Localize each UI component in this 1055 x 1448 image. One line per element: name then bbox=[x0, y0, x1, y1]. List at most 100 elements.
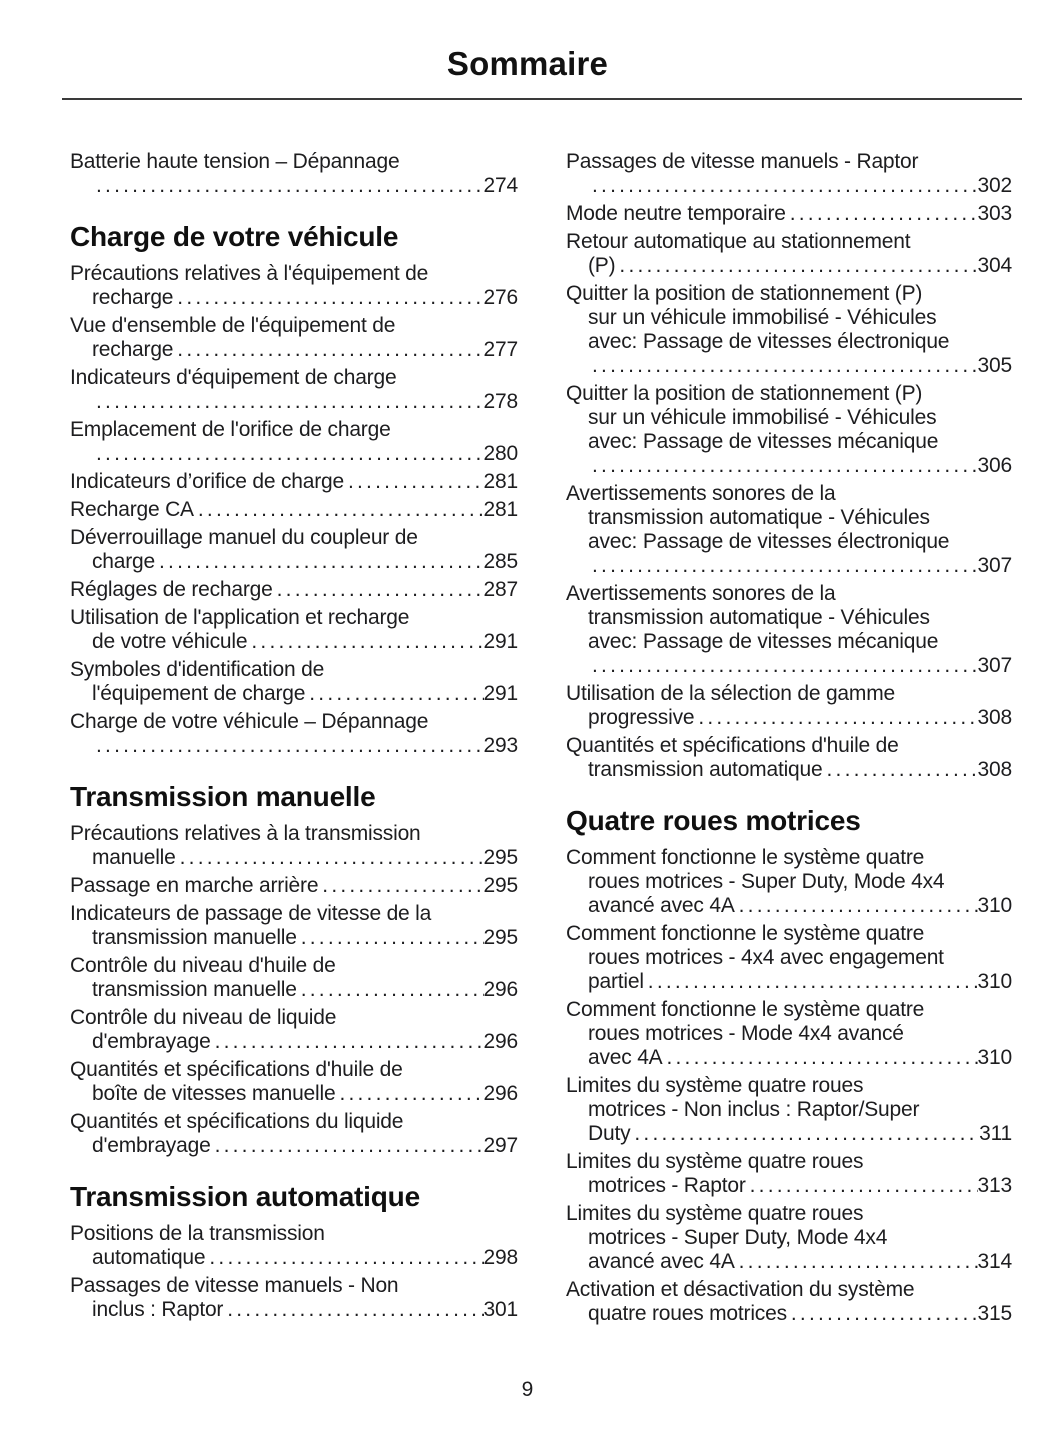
page-number: 9 bbox=[521, 1378, 534, 1401]
toc-entry-text: transmission manuelle bbox=[92, 978, 297, 1001]
toc-entry-line: motrices - Super Duty, Mode 4x4 bbox=[588, 1226, 888, 1249]
toc-entry: Précautions relatives à la transmission m… bbox=[70, 822, 518, 870]
toc-page-number: 308 bbox=[977, 706, 1013, 729]
toc-entry: Passages de vitesse manuels - Non inclus … bbox=[70, 1274, 518, 1322]
page-title: Sommaire bbox=[446, 45, 609, 82]
section-heading: Transmission automatique bbox=[70, 1181, 420, 1212]
toc-entry-leader-line: charge..................................… bbox=[92, 550, 518, 574]
dot-leader: ........................................… bbox=[738, 1250, 978, 1273]
dot-leader: ........................................… bbox=[209, 1246, 483, 1269]
toc-entry-text: d'embrayage bbox=[92, 1030, 211, 1053]
toc-entry-line: Utilisation de la sélection de gamme bbox=[566, 682, 895, 705]
toc-page-number: 310 bbox=[977, 970, 1013, 993]
toc-entry-leader-line: ........................................… bbox=[92, 442, 518, 466]
dot-leader: ........................................… bbox=[177, 286, 484, 309]
toc-entry: Contrôle du niveau de liquide d'embrayage… bbox=[70, 1006, 518, 1054]
toc-entry: Symboles d'identification de l'équipement… bbox=[70, 658, 518, 706]
dot-leader: ........................................… bbox=[197, 498, 484, 521]
toc-page-number: 315 bbox=[977, 1302, 1013, 1325]
toc-entry-text: partiel bbox=[588, 970, 644, 993]
toc-entry-line: Charge de votre véhicule – Dépannage bbox=[70, 710, 429, 733]
dot-leader: ........................................… bbox=[96, 734, 484, 757]
toc-entry-leader-line: transmission automatique................… bbox=[588, 758, 1012, 782]
toc-entry: Recharge CA.............................… bbox=[70, 498, 518, 522]
toc-entry: Limites du système quatre roues motrices … bbox=[566, 1150, 1012, 1198]
toc-page-number: 296 bbox=[483, 1082, 519, 1105]
section-heading: Transmission manuelle bbox=[70, 781, 376, 812]
dot-leader: ........................................… bbox=[749, 1174, 978, 1197]
dot-leader: ........................................… bbox=[96, 442, 484, 465]
toc-entry: Utilisation de la sélection de gamme prog… bbox=[566, 682, 1012, 730]
dot-leader: ........................................… bbox=[738, 894, 978, 917]
toc-entry-line: sur un véhicule immobilisé - Véhicules bbox=[588, 306, 937, 329]
toc-entry: Quantités et spécifications d'huile de bo… bbox=[70, 1058, 518, 1106]
toc-column-2: Passages de vitesse manuels - Raptor....… bbox=[566, 150, 1012, 1330]
dot-leader: ........................................… bbox=[300, 926, 484, 949]
toc-entry: Utilisation de l'application et recharge… bbox=[70, 606, 518, 654]
toc-entry-leader-line: motrices - Raptor.......................… bbox=[588, 1174, 1012, 1198]
toc-entry: Avertissements sonores de la transmission… bbox=[566, 482, 1012, 578]
toc-page-number: 303 bbox=[977, 202, 1013, 225]
dot-leader: ........................................… bbox=[592, 654, 978, 677]
toc-entry-line: Vue d'ensemble de l'équipement de bbox=[70, 314, 396, 337]
toc-entry-leader-line: automatique.............................… bbox=[92, 1246, 518, 1270]
toc-entry: Vue d'ensemble de l'équipement de recharg… bbox=[70, 314, 518, 362]
toc-entry-line: Passages de vitesse manuels - Raptor bbox=[566, 150, 919, 173]
toc-entry-text: charge bbox=[92, 550, 156, 573]
toc-entry-leader-line: recharge................................… bbox=[92, 286, 518, 310]
toc-page-number: 296 bbox=[483, 1030, 519, 1053]
toc-page-number: 307 bbox=[977, 654, 1013, 677]
toc-page-number: 287 bbox=[483, 578, 519, 601]
toc-entry-line: Quantités et spécifications d'huile de bbox=[566, 734, 899, 757]
toc-content: Batterie haute tension – Dépannage......… bbox=[70, 150, 1055, 1330]
toc-entry: Indicateurs d’orifice de charge.........… bbox=[70, 470, 518, 494]
toc-page-number: 295 bbox=[483, 926, 519, 949]
toc-entry-line: roues motrices - 4x4 avec engagement bbox=[588, 946, 944, 969]
toc-entry-line: Avertissements sonores de la bbox=[566, 482, 836, 505]
toc-entry-leader-line: d'embrayage.............................… bbox=[92, 1134, 518, 1158]
section-heading: Charge de votre véhicule bbox=[70, 221, 399, 252]
toc-entry-line: avec: Passage de vitesses mécanique bbox=[588, 630, 939, 653]
dot-leader: ........................................… bbox=[309, 682, 483, 705]
dot-leader: ........................................… bbox=[619, 254, 977, 277]
toc-entry-text: motrices - Raptor bbox=[588, 1174, 746, 1197]
toc-entry: Limites du système quatre roues motrices … bbox=[566, 1074, 1012, 1146]
toc-page-number: 277 bbox=[483, 338, 519, 361]
dot-leader: ........................................… bbox=[179, 846, 484, 869]
toc-entry-text: boîte de vitesses manuelle bbox=[92, 1082, 336, 1105]
toc-entry-leader-line: ........................................… bbox=[588, 174, 1012, 198]
toc-entry-line: roues motrices - Mode 4x4 avancé bbox=[588, 1022, 904, 1045]
toc-entry-line: Contrôle du niveau d'huile de bbox=[70, 954, 336, 977]
toc-entry: Quitter la position de stationnement (P)… bbox=[566, 382, 1012, 478]
toc-entry-leader-line: Indicateurs d’orifice de charge.........… bbox=[70, 470, 518, 494]
dot-leader: ........................................… bbox=[96, 174, 484, 197]
toc-entry-leader-line: l'équipement de charge..................… bbox=[92, 682, 518, 706]
dot-leader: ........................................… bbox=[592, 454, 978, 477]
toc-page-number: 298 bbox=[483, 1246, 519, 1269]
toc-page-number: 304 bbox=[977, 254, 1013, 277]
toc-entry-text: avancé avec 4A bbox=[588, 1250, 735, 1273]
dot-leader: ........................................… bbox=[592, 354, 978, 377]
toc-entry-line: avec: Passage de vitesses électronique bbox=[588, 330, 950, 353]
toc-entry-line: Indicateurs de passage de vitesse de la bbox=[70, 902, 432, 925]
toc-entry-text: (P) bbox=[588, 254, 616, 277]
dot-leader: ........................................… bbox=[300, 978, 484, 1001]
toc-page-number: 305 bbox=[977, 354, 1013, 377]
toc-entry-line: Batterie haute tension – Dépannage bbox=[70, 150, 400, 173]
toc-entry-line: Quitter la position de stationnement (P) bbox=[566, 382, 923, 405]
toc-entry: Positions de la transmission automatique.… bbox=[70, 1222, 518, 1270]
toc-entry-line: Passages de vitesse manuels - Non bbox=[70, 1274, 399, 1297]
toc-entry-leader-line: recharge................................… bbox=[92, 338, 518, 362]
toc-entry: Quitter la position de stationnement (P)… bbox=[566, 282, 1012, 378]
toc-entry-text: Passage en marche arrière bbox=[70, 874, 319, 897]
toc-entry-line: Activation et désactivation du système bbox=[566, 1278, 915, 1301]
toc-entry: Emplacement de l'orifice de charge......… bbox=[70, 418, 518, 466]
toc-entry-text: de votre véhicule bbox=[92, 630, 248, 653]
section-heading: Quatre roues motrices bbox=[566, 805, 861, 836]
toc-entry: Charge de votre véhicule – Dépannage....… bbox=[70, 710, 518, 758]
toc-entry-text: avec 4A bbox=[588, 1046, 663, 1069]
toc-page-number: 295 bbox=[483, 874, 519, 897]
toc-entry-text: d'embrayage bbox=[92, 1134, 211, 1157]
toc-entry-leader-line: ........................................… bbox=[92, 734, 518, 758]
toc-entry: Limites du système quatre roues motrices … bbox=[566, 1202, 1012, 1274]
